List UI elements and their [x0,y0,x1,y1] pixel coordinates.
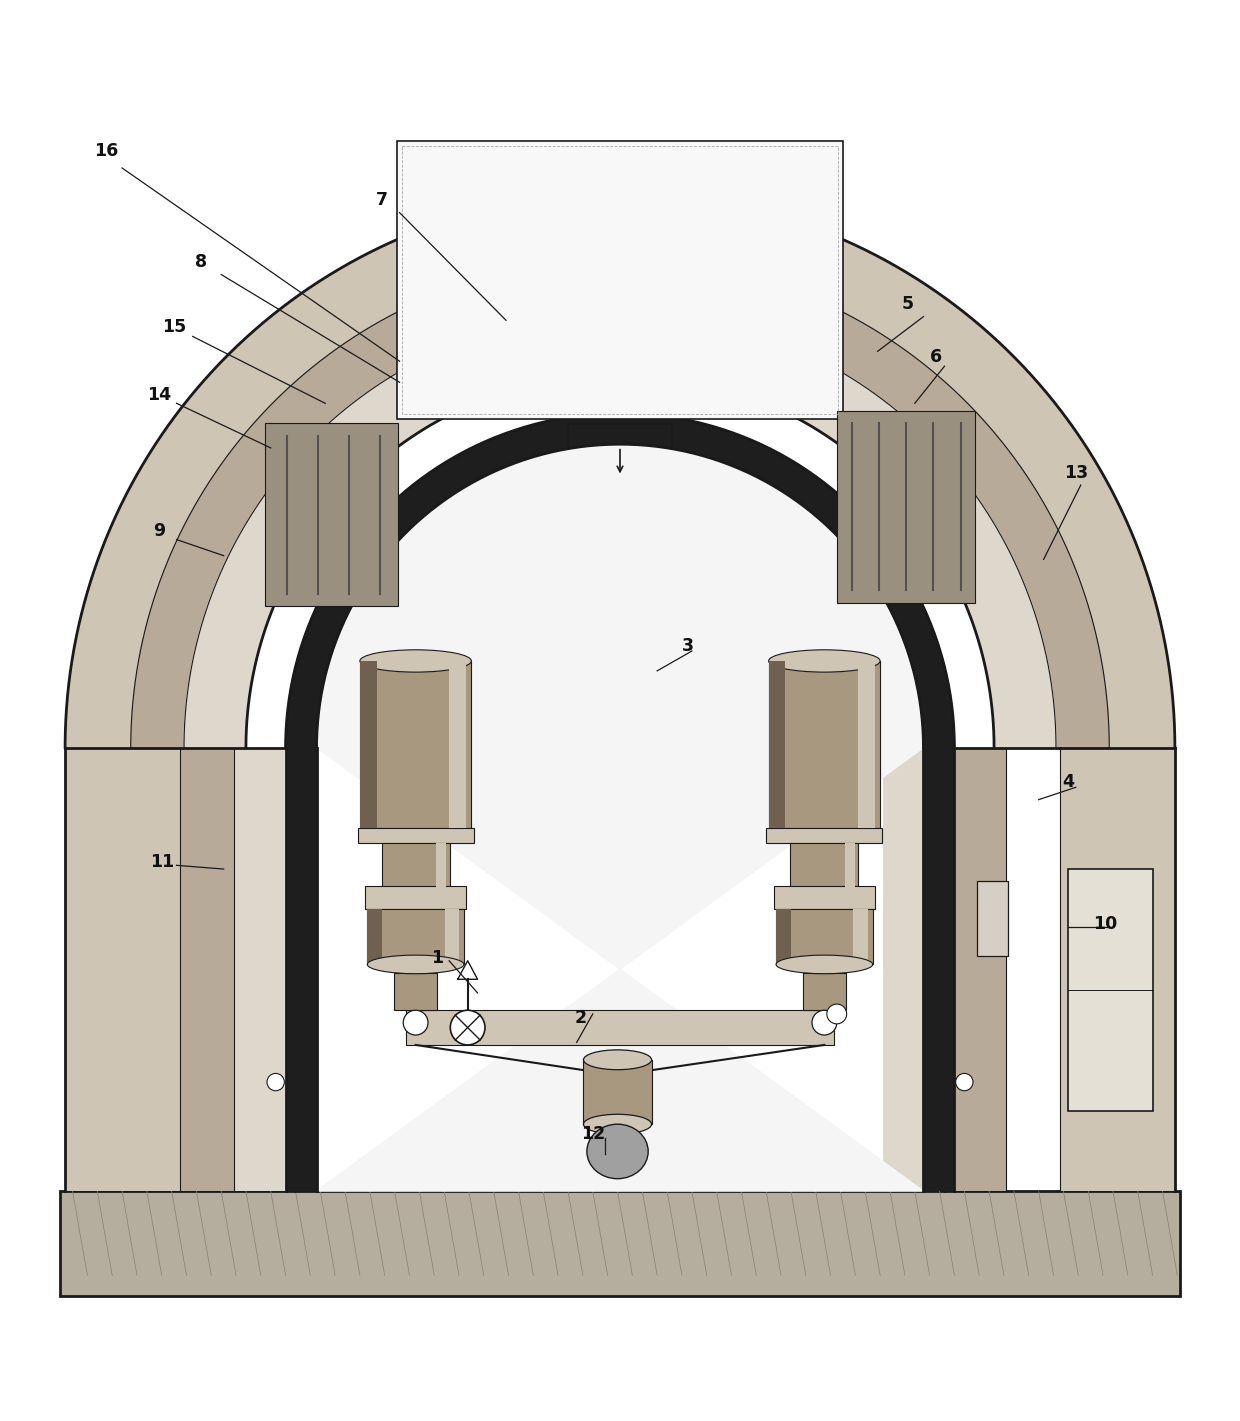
Bar [766,828,883,843]
Bar [776,908,791,965]
Circle shape [812,1010,837,1034]
Ellipse shape [769,649,880,672]
Ellipse shape [584,1050,651,1070]
Circle shape [956,1073,973,1091]
Ellipse shape [360,649,471,672]
Bar [945,747,955,1191]
Text: 15: 15 [162,317,186,335]
Ellipse shape [584,1114,651,1134]
Text: 7: 7 [376,192,388,209]
Bar [776,908,873,965]
Text: 9: 9 [154,522,165,540]
Bar [837,411,976,603]
Bar [61,1191,1179,1296]
Bar [1069,870,1153,1111]
Circle shape [450,1010,485,1044]
Bar [1060,747,1174,1191]
Bar [769,661,880,828]
Bar [584,1060,651,1124]
Bar [402,146,838,415]
Text: 14: 14 [148,385,171,404]
Bar [774,887,874,908]
Bar [449,661,466,828]
Polygon shape [285,414,955,747]
Text: 16: 16 [94,142,118,159]
Polygon shape [130,259,1110,747]
Bar [233,747,295,1191]
Bar [360,661,471,828]
Bar [264,423,398,607]
Text: 1: 1 [430,949,443,968]
Bar [180,747,233,1191]
Ellipse shape [367,955,464,973]
Text: 8: 8 [195,253,207,271]
Text: 3: 3 [682,637,694,655]
Bar [367,908,464,965]
Bar [405,1010,835,1044]
Polygon shape [184,311,1056,747]
Text: 10: 10 [1094,915,1117,932]
Text: 6: 6 [930,348,942,367]
Text: 4: 4 [1063,773,1074,791]
Bar [366,887,466,908]
Bar [360,661,377,828]
Bar [397,141,843,419]
Bar [954,747,1007,1191]
Bar [790,843,858,897]
Text: 11: 11 [150,853,174,871]
Circle shape [403,1010,428,1034]
Text: 12: 12 [580,1125,605,1142]
Bar [977,881,1008,956]
Circle shape [827,1005,847,1025]
Bar [858,661,874,828]
Bar [844,843,856,897]
Bar [285,747,295,1191]
Polygon shape [66,193,1174,747]
Bar [445,908,459,965]
Bar [883,747,945,1191]
Ellipse shape [776,955,873,973]
Bar [924,747,955,1191]
Bar [357,828,474,843]
Bar [367,908,382,965]
Bar [394,973,438,1010]
Text: 5: 5 [901,296,914,313]
Polygon shape [316,445,924,1191]
Bar [285,747,316,1191]
Bar [382,843,450,897]
Bar [853,908,868,965]
Text: 13: 13 [1064,463,1087,482]
Bar [802,973,846,1010]
Ellipse shape [587,1124,649,1178]
Bar [436,843,446,897]
Bar [66,747,180,1191]
Bar [769,661,785,828]
Text: 2: 2 [574,1009,587,1027]
Circle shape [267,1073,284,1091]
